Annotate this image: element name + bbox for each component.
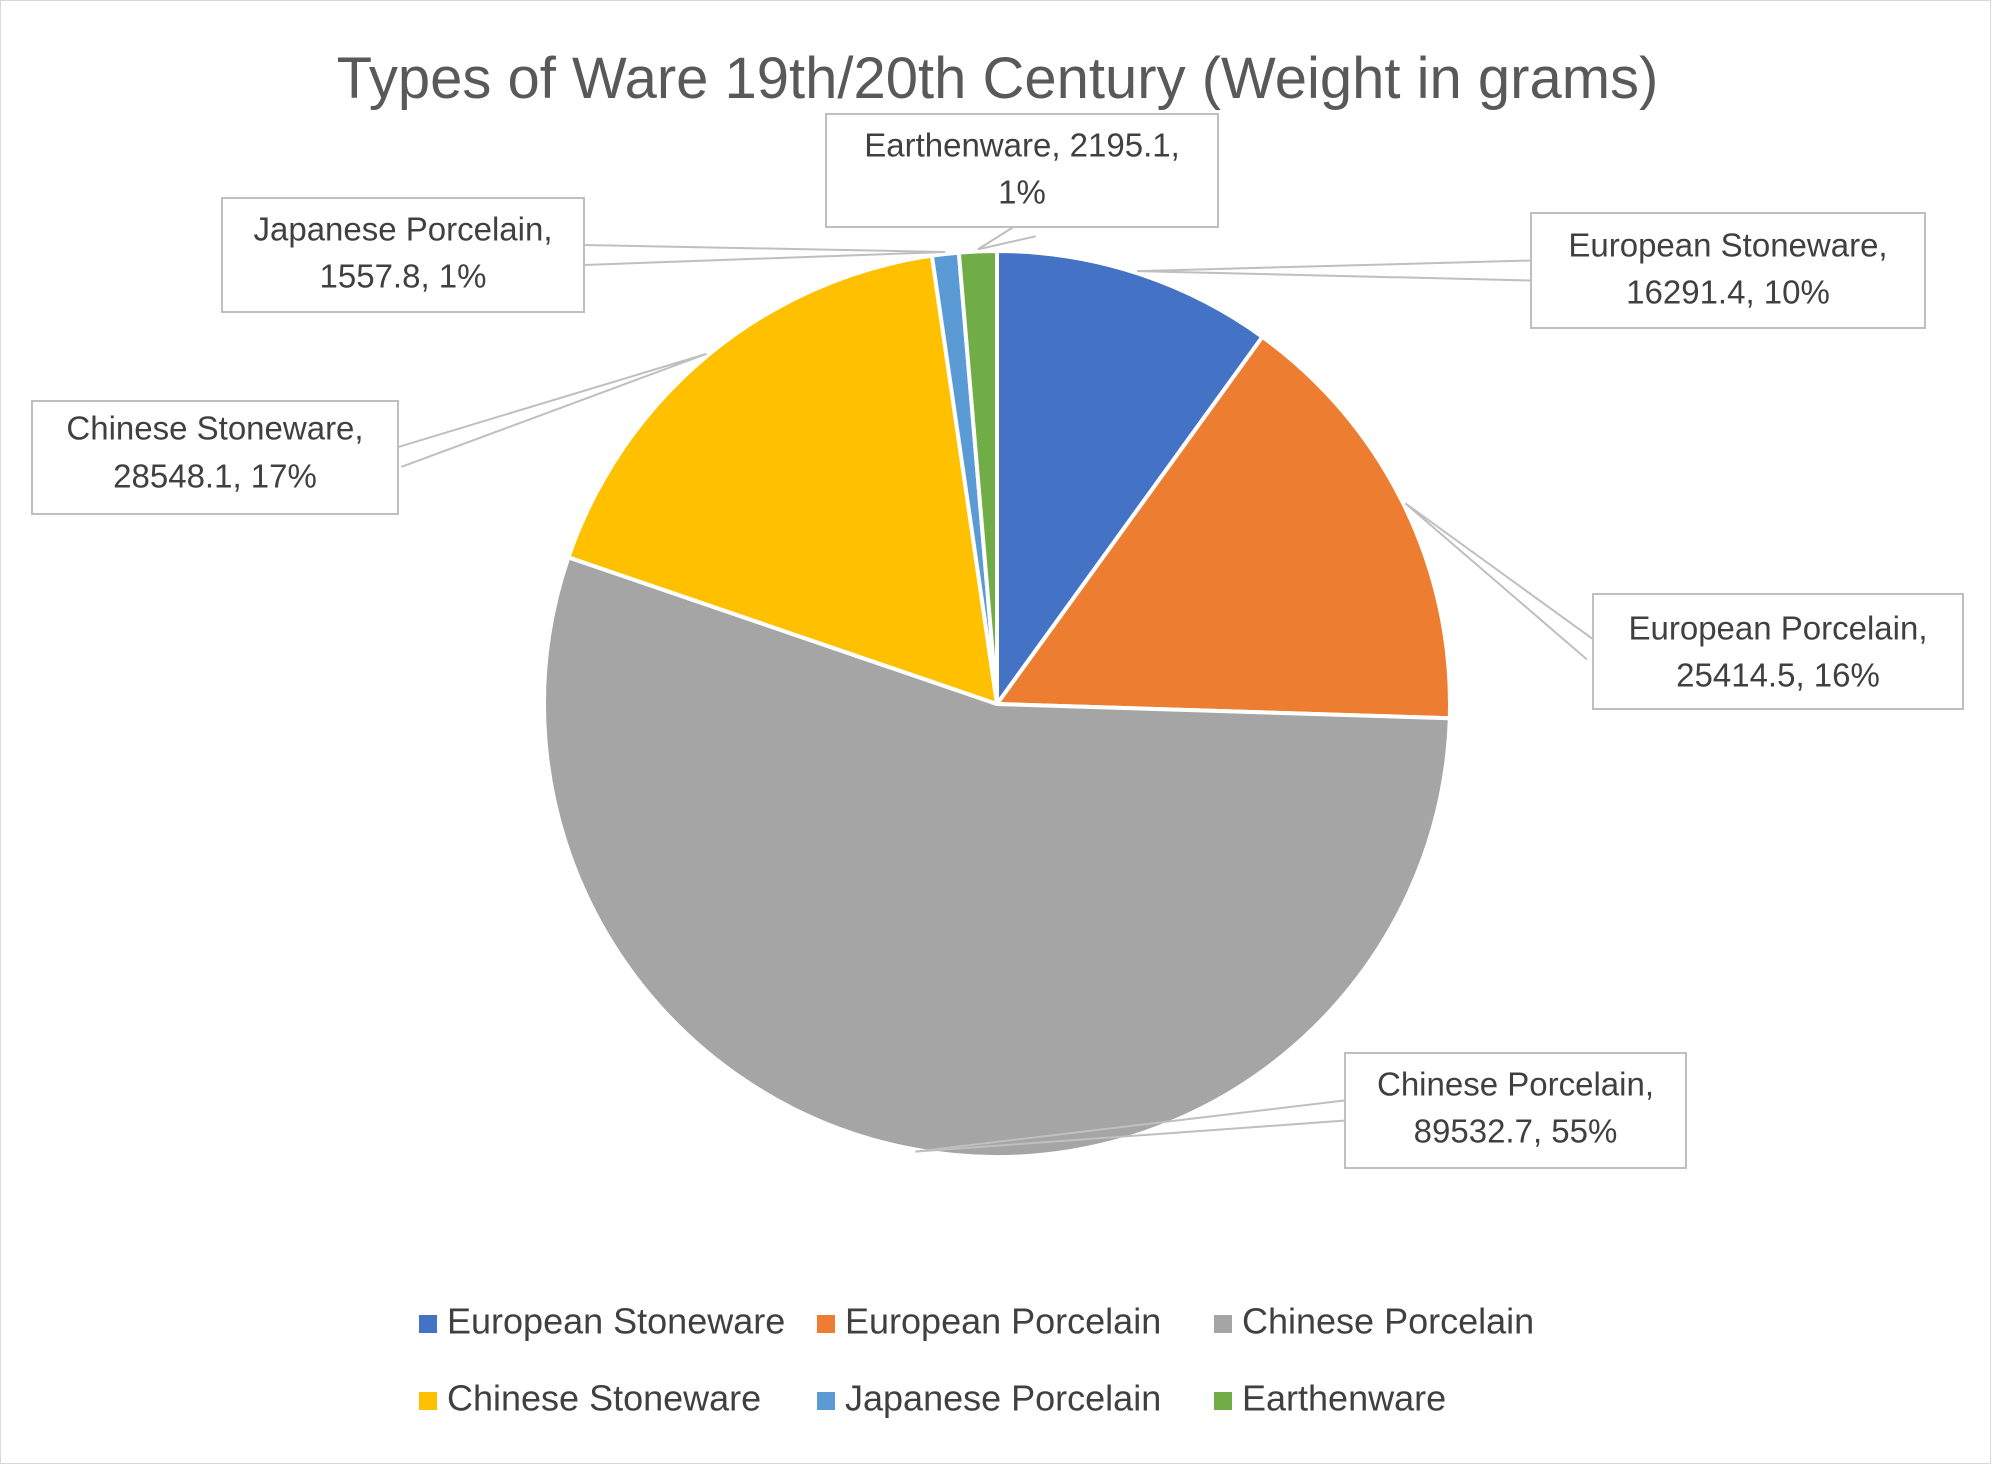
legend-swatch-european-porcelain: [817, 1315, 835, 1333]
legend-label-chinese-stoneware: Chinese Stoneware: [447, 1378, 761, 1419]
data-label-japanese-porcelain-line2: 1557.8, 1%: [320, 258, 487, 295]
data-label-chinese-porcelain-line1: Chinese Porcelain,: [1377, 1066, 1654, 1103]
slice-european-stoneware: [995, 249, 1265, 706]
data-label-box-japanese-porcelain: [221, 197, 585, 313]
data-label-japanese-porcelain-line1: Japanese Porcelain,: [253, 211, 552, 248]
legend-label-chinese-porcelain: Chinese Porcelain: [1242, 1301, 1534, 1342]
data-label-box-european-stoneware: [1530, 212, 1926, 329]
legend-swatch-european-stoneware: [419, 1315, 437, 1333]
leader-line-chinese-porcelain: [915, 1099, 1347, 1153]
legend-swatch-earthenware: [1214, 1392, 1232, 1410]
data-label-european-porcelain-line1: European Porcelain,: [1628, 610, 1927, 647]
data-label-box-european-porcelain: [1592, 593, 1964, 710]
leader-line-european-stoneware: [1137, 259, 1532, 282]
legend-swatch-chinese-porcelain: [1214, 1315, 1232, 1333]
data-label-european-porcelain-line2: 25414.5, 16%: [1676, 657, 1880, 694]
leader-line-japanese-porcelain: [583, 244, 946, 266]
data-label-box-chinese-porcelain: [1344, 1052, 1687, 1169]
slice-chinese-porcelain: [542, 555, 1452, 1159]
legend-label-european-stoneware: European Stoneware: [447, 1301, 785, 1342]
legend-swatch-chinese-stoneware: [419, 1392, 437, 1410]
legend-swatch-japanese-porcelain: [817, 1392, 835, 1410]
slice-earthenware: [956, 249, 999, 706]
legend-label-earthenware: Earthenware: [1242, 1378, 1446, 1419]
data-label-box-chinese-stoneware: [31, 400, 399, 515]
data-label-chinese-stoneware-line2: 28548.1, 17%: [113, 458, 317, 495]
legend-label-european-porcelain: European Porcelain: [845, 1301, 1161, 1342]
data-label-chinese-stoneware-line1: Chinese Stoneware,: [66, 410, 363, 447]
chart-title: Types of Ware 19th/20th Century (Weight …: [336, 46, 1659, 111]
leader-line-european-porcelain: [1404, 502, 1600, 661]
data-label-european-stoneware-line1: European Stoneware,: [1568, 227, 1887, 264]
data-label-earthenware-line1: Earthenware, 2195.1,: [864, 127, 1180, 164]
data-label-chinese-porcelain-line2: 89532.7, 55%: [1414, 1113, 1618, 1150]
leader-line-chinese-stoneware: [394, 352, 707, 468]
legend-label-japanese-porcelain: Japanese Porcelain: [845, 1378, 1161, 1419]
data-label-european-stoneware-line2: 16291.4, 10%: [1626, 274, 1830, 311]
data-label-earthenware-line2: 1%: [998, 174, 1046, 211]
data-label-box-earthenware: [825, 113, 1219, 228]
slice-chinese-stoneware: [566, 253, 999, 706]
slice-european-porcelain: [995, 334, 1452, 721]
